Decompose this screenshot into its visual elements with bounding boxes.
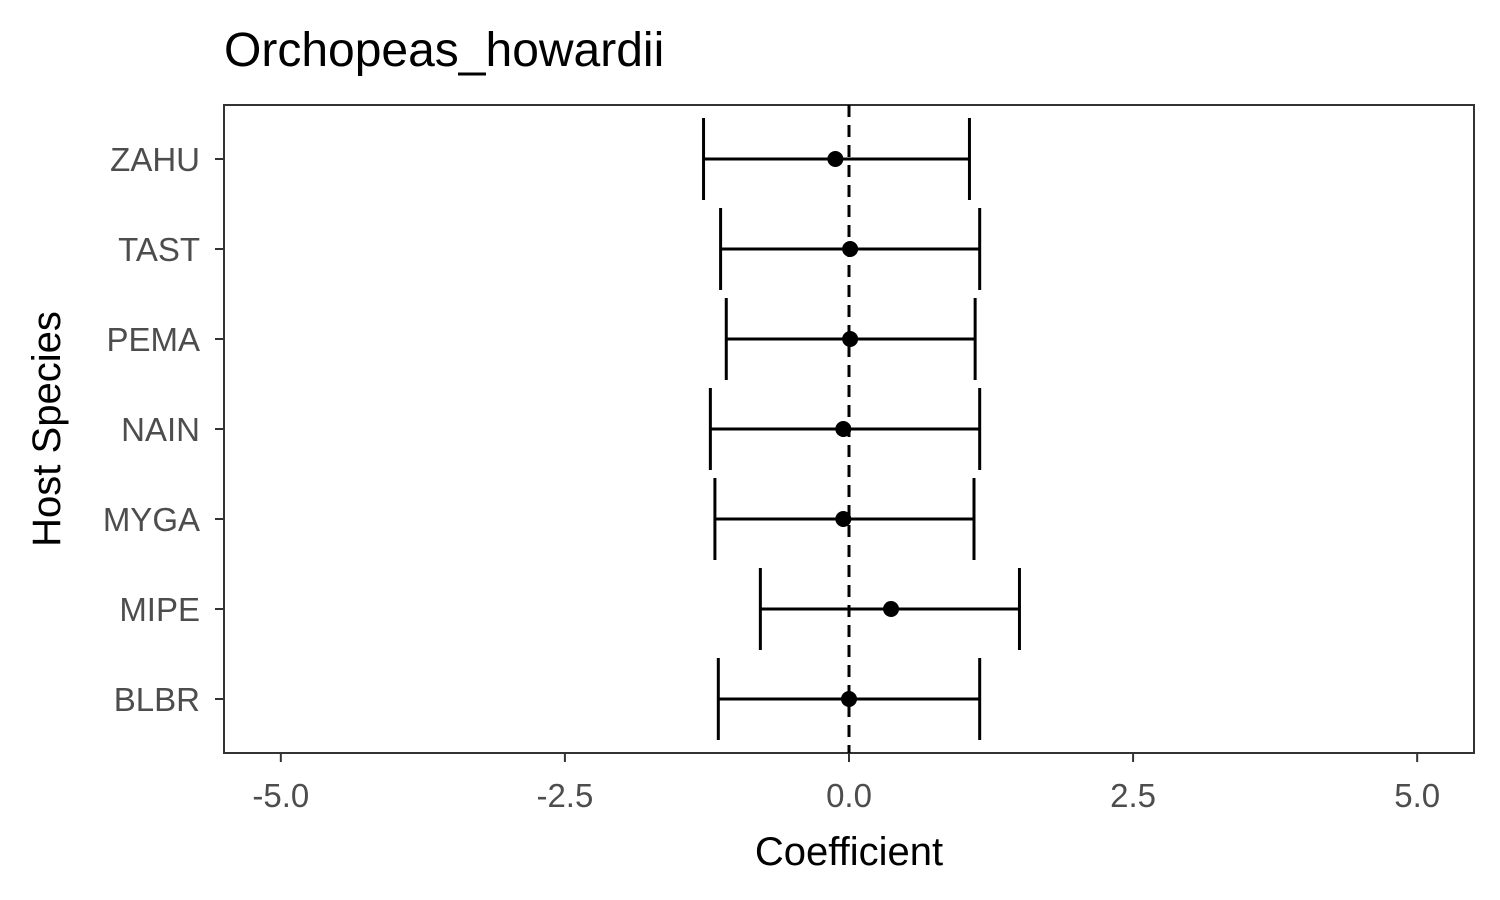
errorbar-blbr (716, 658, 982, 740)
errorbar-mipe (758, 568, 1021, 650)
x-tick-label: 0.0 (826, 777, 872, 814)
y-tick-label: TAST (118, 231, 200, 268)
estimate-point (835, 421, 852, 437)
errorbar-myga (713, 478, 976, 560)
x-tick-label: 5.0 (1394, 777, 1440, 814)
error-bars (702, 118, 1021, 740)
x-tick-label: -5.0 (252, 777, 309, 814)
y-axis: BLBR MIPE MYGA NAIN PEMA TAST ZAHU (103, 141, 224, 718)
estimate-point (883, 601, 900, 617)
estimate-point (842, 241, 859, 257)
x-axis: -5.0 -2.5 0.0 2.5 5.0 (252, 753, 1440, 814)
y-tick-label: PEMA (106, 321, 200, 358)
x-axis-title: Coefficient (755, 830, 943, 874)
estimate-point (827, 151, 844, 167)
estimate-point (842, 331, 859, 347)
estimate-point (835, 511, 852, 527)
chart-title: Orchopeas_howardii (224, 24, 664, 77)
y-tick-label: NAIN (121, 411, 200, 448)
errorbar-zahu (702, 118, 971, 200)
errorbar-tast (719, 208, 982, 290)
y-tick-label: MYGA (103, 501, 200, 538)
y-axis-title: Host Species (25, 311, 69, 547)
errorbar-pema (724, 298, 977, 380)
x-tick-label: -2.5 (536, 777, 593, 814)
x-tick-label: 2.5 (1110, 777, 1156, 814)
y-tick-label: ZAHU (110, 141, 200, 178)
estimate-point (841, 691, 857, 707)
y-tick-label: MIPE (119, 591, 200, 628)
errorbar-nain (708, 388, 982, 470)
y-tick-label: BLBR (114, 681, 200, 718)
